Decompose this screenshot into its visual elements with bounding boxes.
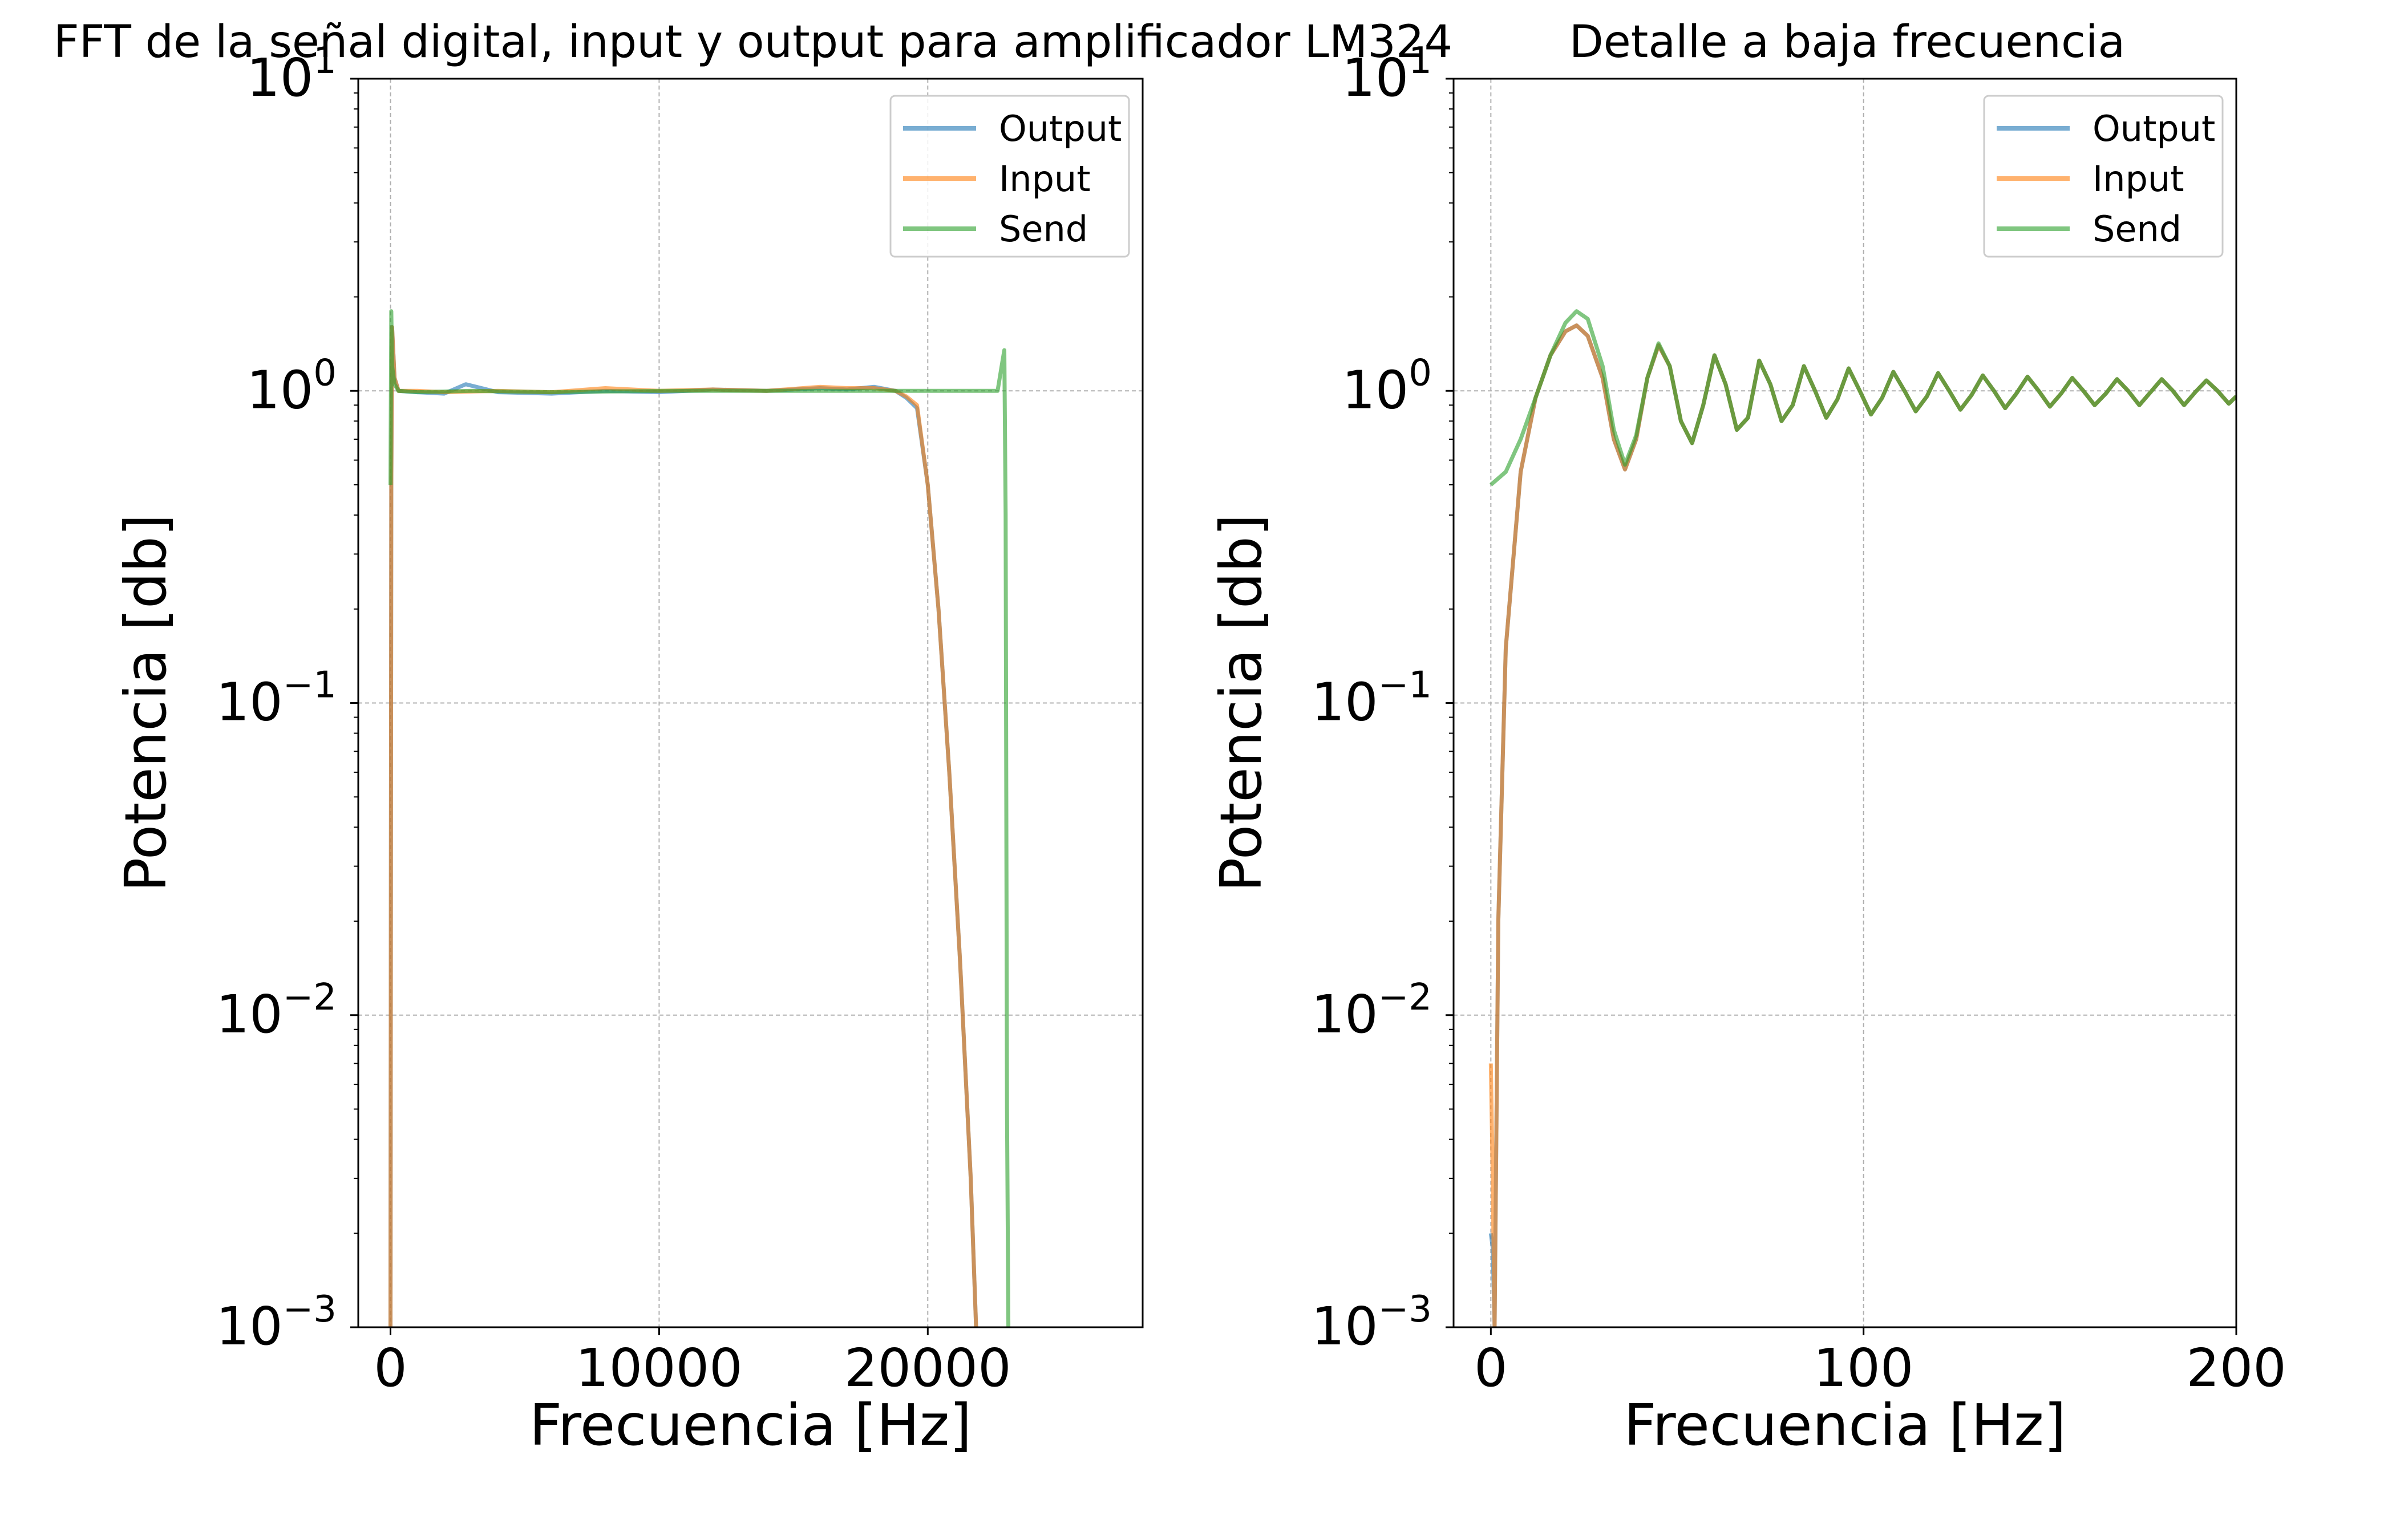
legend-label-output: Output [999,108,1122,149]
y-tick-label-exponent: 1 [313,40,337,82]
x-tick-label: 100 [1814,1338,1914,1399]
y-axis-label: Potencia [db] [112,514,179,892]
y-tick-label-exponent: −2 [283,976,337,1019]
y-tick-label-exponent: 0 [313,352,337,394]
x-tick-label: 200 [2186,1338,2286,1399]
y-tick-label-base: 10 [1312,984,1378,1045]
y-tick-label-base: 10 [1342,359,1409,420]
y-tick-label-base: 10 [246,47,313,108]
y-tick-label-base: 10 [216,672,283,733]
legend-label-send: Send [2093,208,2182,250]
x-axis-label: Frecuencia [Hz] [529,1392,972,1458]
y-axis-label: Potencia [db] [1208,514,1274,892]
legend-frame [1983,95,2224,258]
x-tick-label: 0 [1474,1338,1508,1399]
y-tick-label: 10−1 [1312,664,1432,733]
x-tick-label: 20000 [844,1338,1011,1399]
series-line-send [1490,309,2236,487]
y-tick-label-exponent: 0 [1409,352,1432,394]
y-tick-label-base: 10 [1342,47,1409,108]
y-tick-label: 10−2 [216,976,337,1045]
y-tick-label-exponent: 1 [1409,40,1432,82]
legend-label-input: Input [2093,158,2184,200]
y-tick-label: 100 [246,352,337,420]
y-tick-label-exponent: −3 [1378,1288,1432,1331]
chart-title: FFT de la señal digital, input y output … [54,17,1452,68]
y-tick-label-base: 10 [1312,672,1378,733]
y-tick-label: 100 [1342,352,1432,420]
legend-label-send: Send [999,208,1088,250]
legend-frame [889,95,1130,258]
y-tick-label: 101 [1342,40,1432,108]
y-tick-label-base: 10 [216,984,283,1045]
y-tick-label: 10−3 [1312,1288,1432,1357]
legend-label-output: Output [2093,108,2215,149]
x-tick-label: 0 [374,1338,407,1399]
chart-title: Detalle a baja frecuencia [1569,17,2126,68]
series-line-send [388,309,1011,1327]
x-tick-label: 10000 [576,1338,743,1399]
y-tick-label: 10−1 [216,664,337,733]
y-tick-label: 10−2 [1312,976,1432,1045]
y-tick-label: 101 [246,40,337,108]
chart-panel-1: 0 10000 2000010−310−210−1100101Frecuencia … [54,17,1452,1458]
legend: Output Input Send [1983,95,2224,258]
x-axis-label: Frecuencia [Hz] [1624,1392,2066,1458]
y-tick-label-base: 10 [216,1296,283,1357]
y-tick-label-base: 10 [246,359,313,420]
y-tick-label-exponent: −1 [283,664,337,707]
y-tick-label-exponent: −2 [1378,976,1432,1019]
y-tick-label: 10−3 [216,1288,337,1357]
y-tick-label-base: 10 [1312,1296,1378,1357]
legend: Output Input Send [889,95,1130,258]
figure-panels: 0 10000 2000010−310−210−1100101Frecuencia … [54,17,2286,1458]
legend-label-input: Input [999,158,1091,200]
y-tick-label-exponent: −3 [283,1288,337,1331]
y-tick-label-exponent: −1 [1378,664,1432,707]
